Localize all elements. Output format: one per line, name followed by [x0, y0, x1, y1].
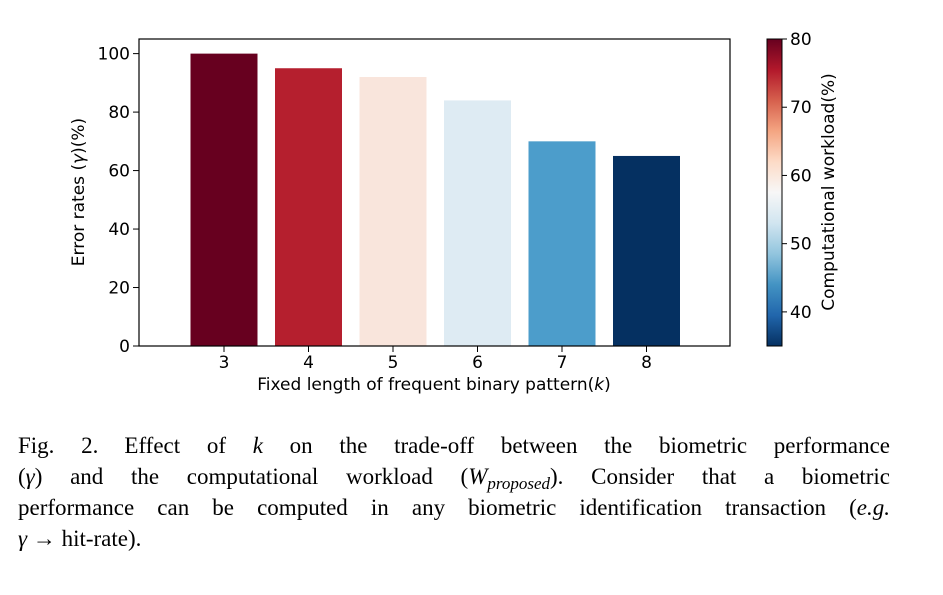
colorbar-tick-label: 50: [790, 235, 812, 255]
y-tick-label: 40: [108, 220, 130, 240]
plot-area-frame: [138, 38, 731, 347]
colorbar: [766, 38, 783, 347]
colorbar-tick-label: 80: [790, 30, 812, 50]
x-tick-label: 6: [472, 353, 483, 373]
x-axis-label: Fixed length of frequent binary pattern(…: [257, 375, 611, 395]
x-tick-label: 7: [557, 353, 568, 373]
y-axis: 0 20 40 60 80 100: [98, 45, 139, 357]
bar-7: [528, 141, 596, 346]
y-axis-label: Error rates (γ)(%): [69, 118, 89, 266]
bar-8: [613, 155, 680, 346]
caption-line-1: Fig. 2. Effect of k on the trade-off betw…: [18, 433, 890, 458]
figure-label: Fig. 2.: [18, 433, 99, 458]
colorbar-label: Computational workload(%): [819, 73, 839, 310]
caption-line-3: performance can be computed in any biome…: [18, 495, 890, 520]
y-tick-label: 0: [119, 337, 130, 357]
x-tick-label: 3: [219, 353, 230, 373]
y-tick-label: 100: [98, 45, 130, 65]
bar-chart: 0 20 40 60 80 100 3 4 5 6 7 8 Fixed length of freq…: [69, 30, 839, 395]
figure-caption: Fig. 2. Effect of k on the trade-off betw…: [18, 430, 890, 554]
y-tick-label: 20: [108, 279, 130, 299]
bar-3: [190, 53, 258, 346]
x-tick-label: 8: [641, 353, 652, 373]
bar-6: [444, 100, 511, 347]
y-tick-label: 80: [108, 103, 130, 123]
colorbar-tick-label: 60: [790, 166, 812, 186]
bar-4: [275, 68, 342, 346]
x-tick-label: 5: [388, 353, 399, 373]
x-tick-label: 4: [303, 353, 314, 373]
caption-line-2: (γ) and the computational workload (Wpro…: [18, 464, 890, 493]
bars-group: [190, 53, 680, 347]
colorbar-tick-label: 70: [790, 98, 812, 118]
caption-line-4: γ → hit-rate).: [18, 526, 142, 551]
y-tick-label: 60: [108, 162, 130, 182]
colorbar-axis: 40 50 60 70 80: [782, 30, 812, 323]
x-axis: 3 4 5 6 7 8: [219, 346, 652, 373]
bar-5: [359, 77, 427, 346]
colorbar-tick-label: 40: [790, 303, 812, 323]
